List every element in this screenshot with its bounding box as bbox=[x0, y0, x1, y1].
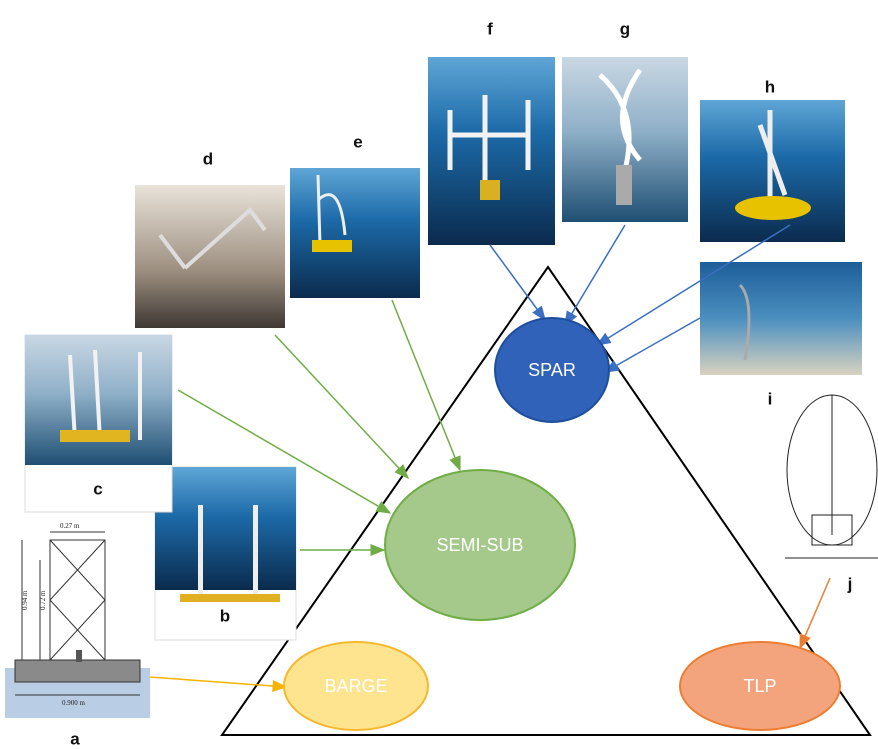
image-g bbox=[562, 57, 688, 222]
image-spar-underwater bbox=[700, 262, 862, 375]
image-d bbox=[135, 185, 285, 328]
image-label: h bbox=[765, 77, 775, 96]
image-e bbox=[290, 168, 420, 298]
dimension: 0.900 m bbox=[62, 699, 86, 707]
dimension: 0.94 m bbox=[21, 590, 29, 610]
image-i bbox=[785, 395, 878, 558]
platform-label: TLP bbox=[743, 676, 776, 696]
platform-label: BARGE bbox=[324, 676, 387, 696]
platform-label: SPAR bbox=[528, 360, 576, 380]
dimension: 0.27 m bbox=[60, 522, 80, 530]
image-label: g bbox=[620, 19, 630, 38]
image-a: 0.27 m 0.72 m 0.94 m 0.900 m bbox=[5, 522, 150, 718]
image-label: b bbox=[220, 606, 230, 625]
image-label: f bbox=[487, 19, 493, 38]
image-label: a bbox=[70, 729, 80, 748]
dimension: 0.72 m bbox=[39, 590, 47, 610]
image-h bbox=[700, 100, 845, 242]
platform-label: SEMI-SUB bbox=[436, 535, 523, 555]
image-f bbox=[428, 57, 555, 245]
image-label: e bbox=[353, 132, 362, 151]
diagram: 0.27 m 0.72 m 0.94 m 0.900 m bbox=[0, 0, 878, 750]
image-label: i bbox=[768, 389, 773, 408]
image-label: c bbox=[93, 479, 102, 498]
image-label: j bbox=[847, 574, 853, 593]
image-label: d bbox=[203, 149, 213, 168]
